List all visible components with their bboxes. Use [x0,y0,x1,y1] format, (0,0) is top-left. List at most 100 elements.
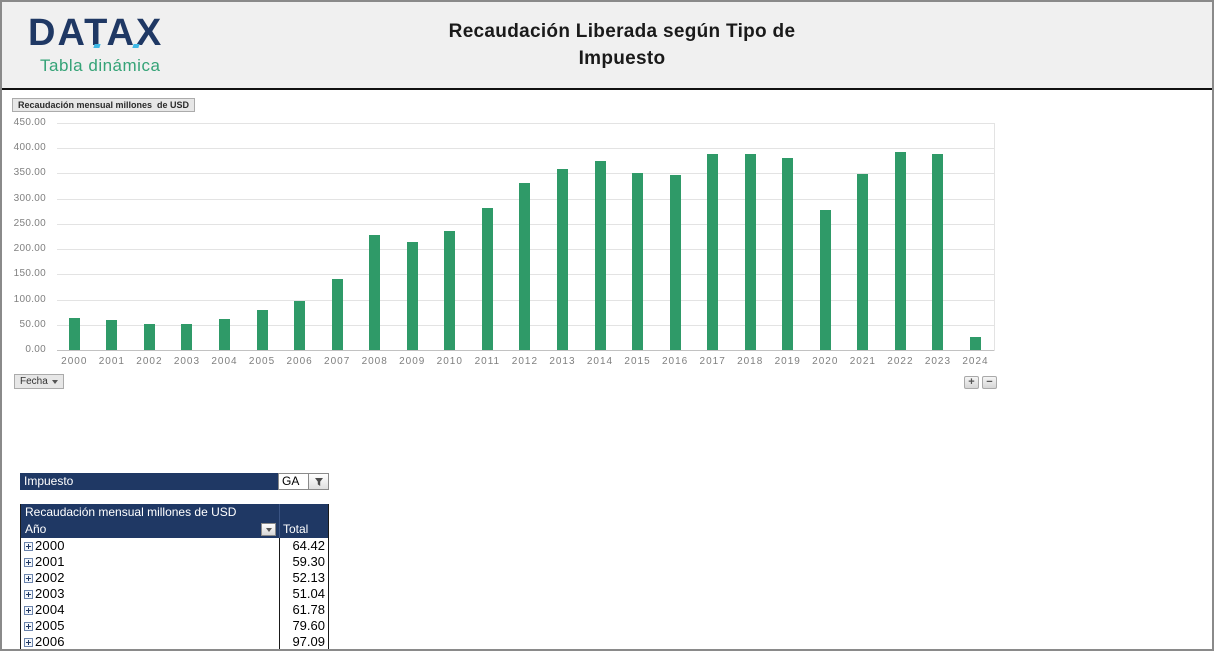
x-axis-tick-label: 2002 [136,356,163,367]
bar-2008[interactable] [369,235,381,350]
x-axis-tick-label: 2006 [286,356,313,367]
logo-accent-icon [132,44,140,48]
expand-plus-icon[interactable] [24,573,33,583]
x-axis-tick-label: 2008 [361,356,388,367]
chart-plot [57,123,995,351]
x-axis-tick-label: 2012 [511,356,539,367]
page-title-line2: Impuesto [578,48,666,69]
bar-2000[interactable] [68,318,80,350]
bar-2006[interactable] [294,301,306,350]
bar-2004[interactable] [219,319,230,350]
row-filter-dropdown-button[interactable] [261,523,276,536]
chart-axis-field-button[interactable]: Fecha [14,374,64,389]
chevron-down-icon [51,379,58,384]
x-axis-tick-label: 2007 [324,356,351,367]
pivot-table-header-row: Año Total [21,521,328,538]
y-axis-tick-label: 300.00 [13,193,46,204]
x-axis-tick-label: 2005 [248,356,276,367]
pivot-year-label: 2001 [35,554,65,569]
bar-2017[interactable] [707,154,719,350]
x-axis-tick-label: 2009 [399,356,426,367]
table-row: 2001 59.30 [21,554,328,570]
bar-2016[interactable] [669,175,681,350]
bar-2019[interactable] [782,158,794,350]
pivot-filter-row: Impuesto GA [20,473,329,490]
pivot-year-cell[interactable]: 2006 [21,634,280,649]
expand-plus-icon[interactable] [24,621,33,631]
table-row: 2004 61.78 [21,602,328,618]
x-axis-tick-label: 2000 [61,356,88,367]
expand-plus-icon[interactable] [24,589,33,599]
x-axis-tick-label: 2018 [737,356,764,367]
plot-right-edge [994,123,995,351]
pivot-filter-label: Impuesto [20,473,278,490]
bar-2020[interactable] [819,210,831,350]
bar-2010[interactable] [444,231,456,350]
expand-plus-icon[interactable] [24,637,33,647]
pivot-year-label: 2006 [35,634,65,649]
bar-2003[interactable] [181,324,193,350]
y-axis-tick-label: 450.00 [13,117,46,128]
chart-value-field-button[interactable]: Recaudación mensual millones de USD [12,98,196,112]
chart-expand-button[interactable]: + [964,376,979,389]
pivot-year-cell[interactable]: 2003 [21,586,280,602]
bar-2022[interactable] [894,152,906,350]
y-axis-tick-label: 400.00 [13,142,46,153]
bar-2011[interactable] [481,208,493,350]
logo: DATAX [28,12,164,54]
bar-chart: 0.00 50.00 100.00 150.00 200.00 250.00 300.00 3… [2,117,1007,373]
bar-2021[interactable] [857,174,869,350]
y-axis-tick-label: 250.00 [13,218,46,229]
table-row: 2005 79.60 [21,618,328,634]
bar-2012[interactable] [519,183,531,350]
x-axis-tick-label: 2011 [474,356,501,367]
bar-2007[interactable] [331,279,343,350]
pivot-filter-button[interactable] [309,473,329,490]
pivot-year-cell[interactable]: 2002 [21,570,280,586]
expand-plus-icon[interactable] [24,541,33,551]
x-axis-tick-label: 2023 [924,356,952,367]
expand-plus-icon[interactable] [24,557,33,567]
x-axis-tick-label: 2013 [549,356,576,367]
bar-2023[interactable] [932,154,944,350]
logo-subtitle: Tabla dinámica [40,56,161,75]
expand-plus-icon[interactable] [24,605,33,615]
bar-2001[interactable] [106,320,118,350]
pivot-total-cell: 79.60 [292,618,325,633]
bar-2018[interactable] [744,154,756,350]
x-axis-tick-label: 2016 [661,356,689,367]
bar-2014[interactable] [594,161,606,350]
page-title-line1: Recaudación Liberada según Tipo de [448,21,796,42]
pivot-table-title-spacer [280,504,328,521]
table-row: 2006 97.09 [21,634,328,649]
page-title: Recaudación Liberada según Tipo de Impue… [372,18,872,72]
logo-accent-icon [93,44,101,48]
chart-value-field-label: Recaudación mensual millones de USD [18,100,190,110]
pivot-filter-value[interactable]: GA [278,473,309,490]
y-axis-tick-label: 200.00 [13,243,46,254]
bar-2002[interactable] [143,324,155,350]
bar-2009[interactable] [406,242,418,350]
chart-collapse-button[interactable]: − [982,376,997,389]
bar-2015[interactable] [632,173,644,350]
pivot-table-title-row: Recaudación mensual millones de USD [21,504,328,521]
pivot-year-cell[interactable]: 2001 [21,554,280,570]
y-axis-tick-label: 0.00 [25,344,46,355]
x-axis-tick-label: 2019 [774,356,801,367]
pivot-row-header-cell: Año [21,521,280,538]
pivot-total-cell: 51.04 [292,586,325,601]
bar-2005[interactable] [256,310,268,350]
pivot-year-cell[interactable]: 2004 [21,602,280,618]
pivot-total-cell: 61.78 [292,602,325,617]
pivot-year-cell[interactable]: 2005 [21,618,280,634]
pivot-year-cell[interactable]: 2000 [21,538,280,554]
gridline [57,123,995,124]
bar-2013[interactable] [556,169,568,350]
pivot-row-header-label: Año [25,522,47,536]
bar-2024[interactable] [970,337,981,350]
app-header: DATAX Tabla dinámica Recaudación Liberad… [2,2,1212,90]
table-row: 2003 51.04 [21,586,328,602]
pivot-total-cell: 59.30 [292,554,325,569]
funnel-icon [314,477,323,486]
